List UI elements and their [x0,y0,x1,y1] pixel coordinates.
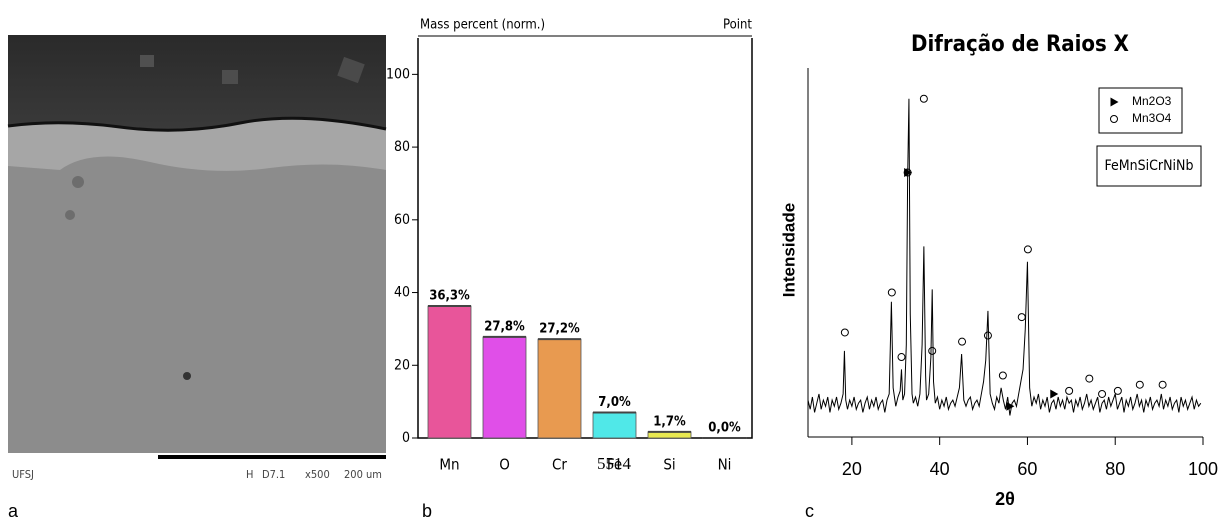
marker-circle [1018,314,1025,321]
marker-circle [1136,381,1143,388]
marker-triangle [1050,389,1058,398]
xrd-title: Difração de Raios X [911,32,1129,57]
sem-footer: x500 [305,468,330,481]
annotation: FeMnSiCrNiNb [1105,158,1194,174]
x-tick-label: 20 [842,459,862,479]
marker-circle [1066,387,1073,394]
bar-subtitle: Point [723,18,752,33]
x-tick-label: Mn [439,456,459,474]
marker-circle [898,354,905,361]
sem-footer: UFSJ [12,468,34,481]
marker-circle [984,332,991,339]
panel-label: c [805,501,814,521]
bar [593,413,636,438]
marker-circle [920,95,927,102]
marker-circle [1099,390,1106,397]
sem-image [8,35,386,457]
value-label: 0,0% [708,421,741,436]
x-axis-label: 2θ [995,489,1015,509]
value-label: 27,8% [484,319,525,334]
y-axis-label: Intensidade [779,203,798,297]
sem-footer: 200 um [344,468,382,481]
bar [538,339,581,438]
legend-label: Mn3O4 [1132,111,1172,125]
x-tick-label: Si [663,456,675,474]
marker-circle [1114,387,1121,394]
y-tick-label: 0 [402,430,410,446]
marker-circle [1159,381,1166,388]
figure: UFSJ H D7.1 x500 200 um a b c Mass perce… [0,0,1227,522]
marker-circle [1024,246,1031,253]
bar [483,337,526,438]
legend-label: Mn2O3 [1132,94,1172,108]
x-tick-label: 40 [930,459,950,479]
marker-triangle [1006,402,1014,411]
x-tick-label: 100 [1188,459,1218,479]
value-label: 27,2% [539,322,580,337]
marker-circle [959,338,966,345]
y-tick-label: 100 [386,66,410,82]
x-tick-label: 60 [1017,459,1037,479]
sem-footer: H [246,468,253,481]
value-label: 7,0% [598,395,631,410]
marker-circle [1086,375,1093,382]
marker-circle [841,329,848,336]
marker-circle [929,347,936,354]
panel-label: b [422,501,432,521]
y-tick-label: 20 [394,357,410,373]
value-label: 36,3% [429,289,470,304]
marker-circle [888,289,895,296]
x-tick-label: Ni [718,456,732,474]
x-tick-label: O [499,456,510,474]
y-tick-label: 40 [394,285,410,301]
panel-label: a [8,501,19,521]
bar-title: Mass percent (norm.) [420,18,545,33]
x-tick-label: Cr [552,456,567,474]
x-tick-label: 80 [1105,459,1125,479]
value-label: 1,7% [653,414,686,429]
y-tick-label: 60 [394,212,410,228]
y-tick-label: 80 [394,139,410,155]
x-tick-label: Fe [607,456,622,474]
marker-circle [999,372,1006,379]
sem-footer: D7.1 [262,468,285,481]
bar [428,306,471,438]
